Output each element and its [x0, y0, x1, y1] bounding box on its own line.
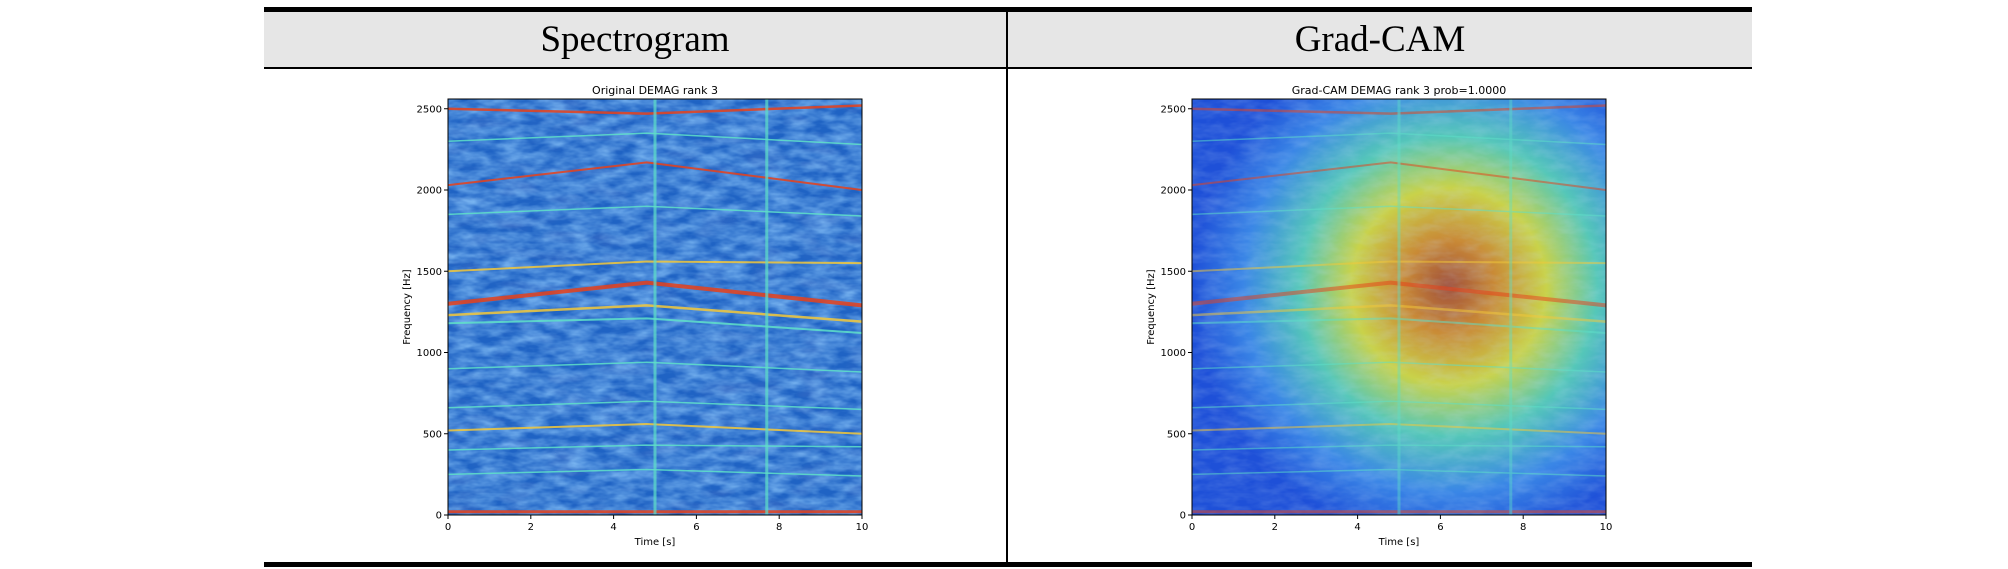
gradcam-xlabel: Time [s]: [1378, 537, 1420, 548]
harmonic-trace: [1192, 444, 1606, 451]
y-tick-label: 2500: [1161, 104, 1186, 115]
gradcam-harmonic-lines: [1192, 99, 1606, 515]
y-tick-label: 500: [1167, 429, 1186, 440]
harmonic-trace: [1192, 304, 1606, 323]
x-tick-label: 10: [1600, 522, 1613, 533]
harmonic-trace: [448, 361, 862, 373]
harmonic-trace: [448, 468, 862, 477]
harmonic-trace: [448, 205, 862, 217]
gradcam-title: Grad-CAM DEMAG rank 3 prob=1.0000: [1292, 84, 1506, 97]
gradcam-image: [1192, 99, 1606, 515]
x-tick-label: 6: [1437, 522, 1443, 533]
x-tick-label: 8: [1520, 522, 1526, 533]
x-tick-label: 10: [856, 522, 869, 533]
x-tick-label: 2: [528, 522, 534, 533]
harmonic-trace: [448, 132, 862, 146]
top-rule: [264, 7, 1752, 12]
x-tick-label: 6: [693, 522, 699, 533]
harmonic-trace: [1192, 260, 1606, 273]
harmonic-trace: [1192, 361, 1606, 373]
spectrogram-ticks: 0 2 4 6 8 10 0 500 1000 1500 2000 2500: [417, 104, 869, 533]
column-divider: [1006, 12, 1008, 562]
figure-table: Spectrogram Grad-CAM: [264, 7, 1752, 567]
spectrogram-xlabel: Time [s]: [634, 537, 676, 548]
spectrogram-plot: Original DEMAG rank 3 0 2 4 6 8 10 0 500 1000 150…: [390, 80, 880, 552]
harmonic-trace: [1192, 161, 1606, 191]
harmonic-trace: [448, 422, 862, 435]
harmonic-trace: [1192, 132, 1606, 146]
harmonic-trace: [448, 317, 862, 334]
y-tick-label: 0: [1180, 511, 1186, 522]
spectrogram-title: Original DEMAG rank 3: [592, 84, 718, 97]
spectrogram-image: [448, 99, 862, 515]
gradcam-plot: Grad-CAM DEMAG rank 3 prob=1.0000 0 2 4 6 8 1…: [1134, 80, 1624, 552]
y-tick-label: 1500: [1161, 267, 1186, 278]
spectrogram-svg: Original DEMAG rank 3 0 2 4 6 8 10 0 500 1000 150…: [402, 84, 869, 548]
column-header-spectrogram: Spectrogram: [540, 19, 730, 60]
header-row: [264, 12, 1752, 67]
harmonic-trace: [1192, 205, 1606, 217]
y-tick-label: 0: [436, 511, 442, 522]
harmonic-trace: [1192, 422, 1606, 435]
header-rule: [264, 67, 1752, 69]
x-tick-label: 2: [1272, 522, 1278, 533]
x-tick-label: 8: [776, 522, 782, 533]
spectrogram-ylabel: Frequency [Hz]: [402, 269, 413, 345]
harmonic-trace: [1192, 104, 1606, 115]
column-header-gradcam: Grad-CAM: [1294, 19, 1466, 60]
harmonic-trace: [1192, 400, 1606, 411]
y-tick-label: 1000: [1161, 348, 1186, 359]
x-tick-label: 4: [610, 522, 616, 533]
gradcam-ticks: 0 2 4 6 8 10 0 500 1000 1500 2000 2500: [1161, 104, 1613, 533]
gradcam-axes-frame: [1191, 98, 1607, 516]
y-tick-label: 2000: [1161, 186, 1186, 197]
harmonic-trace: [448, 280, 862, 308]
harmonic-trace: [1192, 280, 1606, 308]
harmonic-trace: [1192, 468, 1606, 477]
y-tick-label: 500: [423, 429, 442, 440]
gradcam-ylabel: Frequency [Hz]: [1146, 269, 1157, 345]
harmonic-trace: [448, 260, 862, 273]
harmonic-trace: [448, 400, 862, 411]
harmonic-trace: [448, 304, 862, 323]
y-tick-label: 1500: [417, 267, 442, 278]
harmonic-trace: [1192, 317, 1606, 334]
x-tick-label: 0: [445, 522, 451, 533]
spectrogram-axes-frame: [447, 98, 863, 516]
y-tick-label: 2000: [417, 186, 442, 197]
bottom-rule: [264, 562, 1752, 567]
harmonic-trace: [448, 444, 862, 451]
harmonic-trace: [448, 104, 862, 115]
harmonic-trace: [448, 161, 862, 191]
x-tick-label: 0: [1189, 522, 1195, 533]
spectrogram-harmonic-lines: [448, 99, 862, 515]
y-tick-label: 1000: [417, 348, 442, 359]
x-tick-label: 4: [1354, 522, 1360, 533]
gradcam-svg: Grad-CAM DEMAG rank 3 prob=1.0000 0 2 4 6 8 1…: [1146, 84, 1613, 548]
y-tick-label: 2500: [417, 104, 442, 115]
